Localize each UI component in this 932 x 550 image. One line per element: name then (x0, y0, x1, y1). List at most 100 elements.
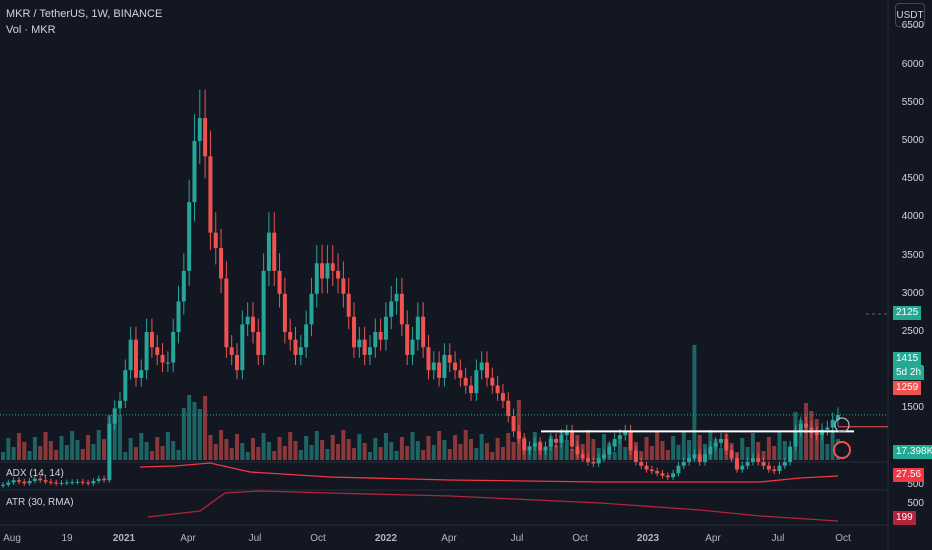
volume-bar (394, 451, 399, 460)
candle-body (527, 446, 532, 451)
candle-body (128, 339, 133, 371)
volume-bar (506, 433, 511, 460)
x-tick-label: Oct (310, 533, 326, 544)
volume-bar (288, 432, 293, 460)
candle-body (394, 293, 399, 302)
volume-bar (373, 438, 378, 460)
volume-bar (203, 396, 208, 460)
volume-bar (64, 445, 69, 460)
volume-bar (500, 447, 505, 460)
volume-bar (11, 447, 16, 460)
volume-bar (681, 431, 686, 460)
volume-bar (48, 441, 53, 460)
volume-bar (70, 431, 75, 460)
volume-bar (676, 445, 681, 460)
volume-bar (756, 442, 761, 460)
volume-bar (718, 448, 723, 460)
volume-bar (320, 440, 325, 460)
candle-body (639, 461, 644, 466)
candle-body (421, 316, 426, 348)
candle-body (197, 118, 202, 141)
candle-body (458, 370, 463, 378)
candle-body (410, 339, 415, 355)
volume-bar (149, 451, 154, 460)
volume-bar (495, 438, 500, 460)
y-tick-label: 3500 (901, 249, 924, 261)
candle-body (782, 461, 787, 466)
currency-button[interactable]: USDT (895, 3, 925, 27)
candle-body (362, 339, 367, 355)
candle-body (293, 339, 298, 355)
volume-bar (165, 432, 170, 460)
volume-bar (240, 443, 245, 460)
candle-body (506, 400, 511, 417)
volume-bar (357, 434, 362, 460)
candle-body (500, 393, 505, 401)
volume-bar (341, 430, 346, 460)
candle-body (86, 482, 91, 484)
x-tick-label: Apr (180, 533, 196, 544)
candle-body (697, 454, 702, 462)
candle-body (383, 316, 388, 340)
volume-bar (766, 437, 771, 460)
volume-bar (272, 451, 277, 460)
y-tick-label: 3000 (901, 287, 924, 299)
candle-body (70, 482, 75, 484)
volume-bar (772, 446, 777, 460)
candle-body (474, 370, 479, 394)
volume-bar (309, 445, 314, 460)
adx-line (139, 462, 839, 483)
volume-bar (830, 430, 835, 460)
volume-bar (639, 451, 644, 460)
candle-body (357, 339, 362, 348)
candle-body (314, 263, 319, 294)
volume-bar (415, 441, 420, 460)
candle-body (38, 478, 43, 481)
volume-bar (410, 432, 415, 460)
volume-bar (352, 448, 357, 460)
candle-body (777, 465, 782, 472)
candle-body (149, 332, 154, 348)
lightning-icon (834, 417, 850, 433)
candle-body (378, 332, 383, 340)
candle-body (64, 482, 69, 484)
atr-label: ATR (30, RMA) (6, 497, 74, 508)
volume-bar (383, 433, 388, 460)
volume-bar (102, 439, 107, 460)
candle-body (617, 435, 622, 439)
volume-bar (181, 408, 186, 460)
candle-body (298, 347, 303, 355)
volume-badge: 17.398K (893, 445, 932, 459)
candle-body (171, 332, 176, 363)
candle-body (229, 347, 234, 355)
candle-body (336, 270, 341, 279)
candle-body (59, 482, 64, 484)
volume-bar (91, 444, 96, 460)
candle-body (224, 278, 229, 348)
volume-bar (426, 436, 431, 460)
volume-bar (27, 451, 32, 460)
volume-bar (782, 441, 787, 460)
candle-body (16, 480, 21, 482)
volume-bar (261, 433, 266, 460)
volume-bar (75, 440, 80, 460)
candle-body (282, 293, 287, 332)
volume-bar (405, 446, 410, 460)
candle-body (75, 481, 80, 483)
volume-bar (437, 431, 442, 460)
adx-badge: 27.56 (893, 468, 925, 482)
volume-bar (697, 435, 702, 460)
volume-bar (660, 441, 665, 460)
candle-body (761, 461, 766, 466)
volume-bar (32, 437, 37, 460)
volume-bar (187, 395, 192, 460)
candle-body (139, 370, 144, 378)
candle-body (745, 461, 750, 466)
dashed-level-badge: 2125 (893, 306, 922, 320)
candle-body (665, 475, 670, 478)
volume-bar (1, 452, 5, 460)
candle-body (718, 438, 723, 443)
candle-body (245, 316, 250, 325)
